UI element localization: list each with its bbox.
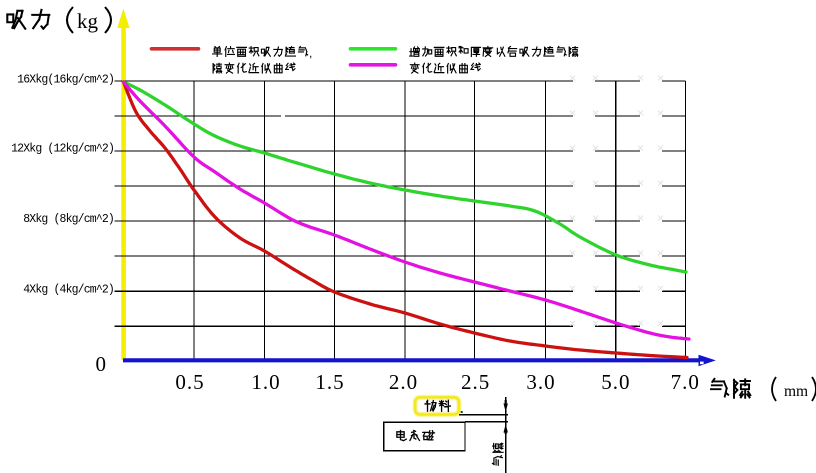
- svg-text:kg: kg: [77, 9, 99, 33]
- svg-text:1.5: 1.5: [315, 370, 344, 394]
- svg-text:7.0: 7.0: [671, 370, 700, 394]
- svg-text:2.0: 2.0: [389, 370, 418, 394]
- svg-text:3.0: 3.0: [526, 370, 555, 394]
- svg-text:5.0: 5.0: [601, 370, 630, 394]
- svg-text:8Xkg (8kg/cm^2): 8Xkg (8kg/cm^2): [23, 213, 114, 226]
- svg-text:16Xkg(16kg/cm^2): 16Xkg(16kg/cm^2): [17, 74, 114, 87]
- svg-text:0.5: 0.5: [175, 370, 204, 394]
- svg-text:1.0: 1.0: [251, 370, 280, 394]
- svg-text:,: ,: [309, 46, 312, 60]
- svg-text:12Xkg (12kg/cm^2): 12Xkg (12kg/cm^2): [11, 143, 114, 156]
- svg-text:0: 0: [96, 352, 107, 376]
- svg-text:4Xkg (4kg/cm^2): 4Xkg (4kg/cm^2): [23, 284, 114, 297]
- svg-text:mm: mm: [784, 383, 808, 400]
- svg-text:2.5: 2.5: [461, 370, 490, 394]
